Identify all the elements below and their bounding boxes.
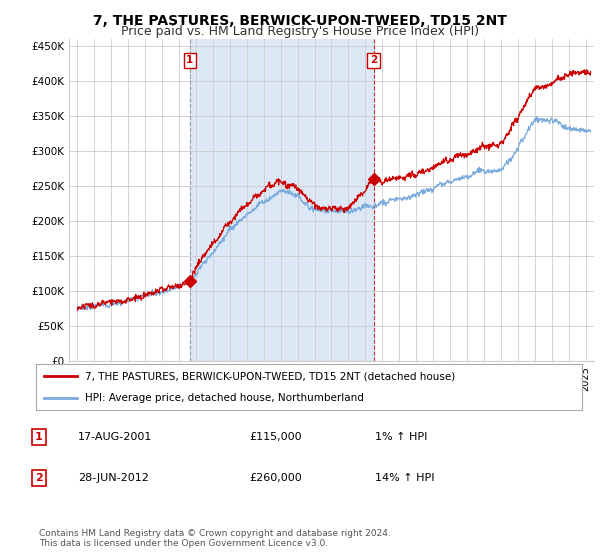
Text: £260,000: £260,000 bbox=[249, 473, 302, 483]
Text: Price paid vs. HM Land Registry's House Price Index (HPI): Price paid vs. HM Land Registry's House … bbox=[121, 25, 479, 38]
Text: £115,000: £115,000 bbox=[249, 432, 302, 442]
Text: 2: 2 bbox=[370, 55, 377, 65]
Text: Contains HM Land Registry data © Crown copyright and database right 2024.: Contains HM Land Registry data © Crown c… bbox=[39, 529, 391, 538]
Text: 14% ↑ HPI: 14% ↑ HPI bbox=[375, 473, 434, 483]
Bar bbox=[190, 39, 374, 361]
Text: 1: 1 bbox=[186, 55, 193, 65]
Text: This data is licensed under the Open Government Licence v3.0.: This data is licensed under the Open Gov… bbox=[39, 539, 328, 548]
Text: 17-AUG-2001: 17-AUG-2001 bbox=[78, 432, 152, 442]
Text: 2: 2 bbox=[35, 473, 43, 483]
Text: 7, THE PASTURES, BERWICK-UPON-TWEED, TD15 2NT (detached house): 7, THE PASTURES, BERWICK-UPON-TWEED, TD1… bbox=[85, 371, 455, 381]
Text: 1% ↑ HPI: 1% ↑ HPI bbox=[375, 432, 427, 442]
Text: 28-JUN-2012: 28-JUN-2012 bbox=[78, 473, 149, 483]
Text: HPI: Average price, detached house, Northumberland: HPI: Average price, detached house, Nort… bbox=[85, 394, 364, 403]
Text: 1: 1 bbox=[35, 432, 43, 442]
Text: 7, THE PASTURES, BERWICK-UPON-TWEED, TD15 2NT: 7, THE PASTURES, BERWICK-UPON-TWEED, TD1… bbox=[93, 14, 507, 28]
